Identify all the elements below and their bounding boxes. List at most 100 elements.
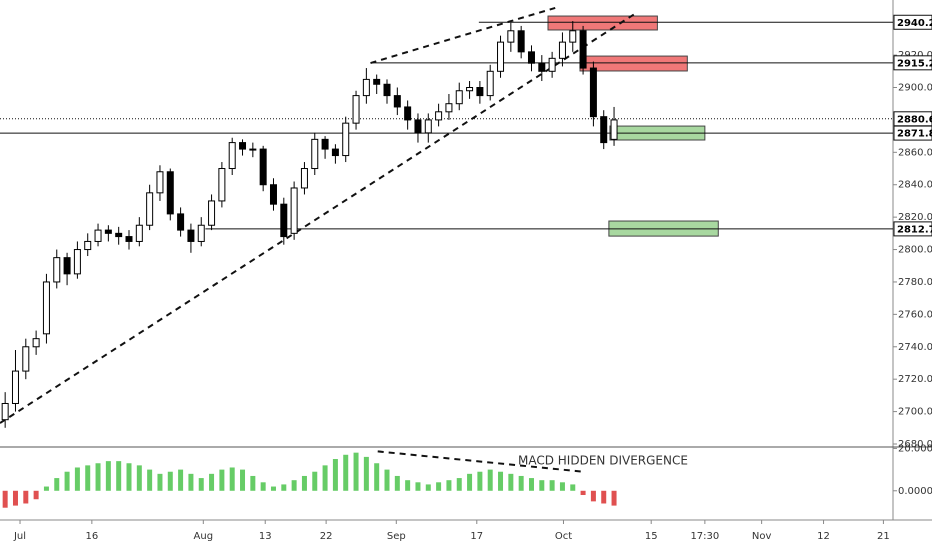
candle-body: [259, 148, 267, 186]
x-tick-label: Aug: [194, 531, 214, 542]
macd-bar: [281, 484, 287, 491]
macd-bar: [157, 473, 163, 491]
x-tick-label: Sep: [387, 531, 406, 542]
candle-body: [156, 171, 164, 194]
macd-bar: [384, 469, 390, 491]
x-tick-label: 13: [259, 531, 272, 542]
macd-bar: [54, 478, 60, 491]
macd-bar: [477, 471, 483, 491]
candle-body: [84, 240, 92, 251]
x-tick-label: 21: [877, 531, 890, 542]
trendline: [370, 6, 556, 64]
candle-body: [362, 78, 370, 97]
macd-bar: [85, 465, 91, 491]
candle-body: [146, 192, 154, 226]
candle-body: [404, 106, 412, 121]
macd-bar: [188, 473, 194, 491]
y-tick-label: 2900.00: [898, 83, 932, 94]
macd-bar: [136, 465, 142, 491]
macd-bar: [198, 478, 204, 491]
x-tick-label: 17: [470, 531, 483, 542]
candle-body: [53, 257, 61, 283]
macd-bar: [229, 467, 235, 491]
candle-body: [1, 402, 9, 421]
candle-body: [32, 338, 40, 348]
macd-bar: [425, 484, 431, 491]
macd-bar: [570, 484, 576, 491]
macd-bar: [116, 461, 122, 491]
x-tick-label: Jul: [13, 531, 26, 542]
y-tick-label: 2800.00: [898, 245, 932, 256]
candle-body: [342, 122, 350, 157]
candle-body: [527, 51, 535, 64]
y-tick-label: 2820.00: [898, 212, 932, 223]
macd-bar: [518, 475, 524, 491]
macd-bar: [498, 471, 504, 491]
candle-body: [208, 200, 216, 226]
macd-bar: [260, 482, 266, 491]
level-label: 2915.23: [897, 58, 932, 69]
macd-bar: [95, 463, 101, 491]
macd-bar: [394, 475, 400, 491]
macd-bar: [23, 490, 29, 504]
candle-body: [331, 148, 339, 157]
macd-bar: [74, 467, 80, 491]
macd-bar: [147, 469, 153, 491]
zone: [547, 15, 658, 31]
candle-body: [311, 138, 319, 170]
level-label: 2880.69: [897, 114, 932, 125]
macd-bar: [539, 480, 545, 491]
x-tick-label: Oct: [555, 531, 572, 542]
y-tick-label: 2680.00: [898, 439, 932, 450]
candle-body: [11, 370, 19, 404]
candle-body: [269, 184, 277, 205]
macd-bar: [301, 475, 307, 491]
candle-body: [393, 95, 401, 108]
macd-y-tick-label: 20.0000: [898, 443, 932, 454]
macd-bar: [270, 486, 276, 491]
macd-bar: [549, 480, 555, 491]
trendline: [0, 13, 636, 424]
candle-body: [94, 229, 102, 242]
macd-bar: [415, 482, 421, 491]
macd-bar: [219, 469, 225, 491]
macd-bar: [528, 478, 534, 491]
level-label: 2940.26: [897, 18, 932, 29]
level-label-box: [893, 125, 932, 141]
candle-body: [486, 70, 494, 97]
candle-body: [435, 111, 443, 121]
candle-body: [476, 87, 484, 97]
level-label-box: [893, 221, 932, 237]
candle-body: [63, 257, 71, 275]
candle-body: [280, 203, 288, 238]
candle-body: [249, 148, 257, 151]
level-label-box: [893, 14, 932, 30]
macd-bar: [250, 475, 256, 491]
x-tick-label: 22: [320, 531, 333, 542]
candle-body: [455, 90, 463, 105]
candle-body: [424, 119, 432, 134]
candle-body: [507, 30, 515, 43]
y-tick-label: 2720.00: [898, 374, 932, 385]
candle-body: [197, 224, 205, 242]
candle-body: [466, 87, 474, 92]
macd-bar: [611, 490, 617, 506]
candle-body: [579, 30, 587, 69]
y-tick-label: 2740.00: [898, 342, 932, 353]
candle-body: [104, 229, 112, 234]
y-tick-label: 2780.00: [898, 277, 932, 288]
macd-bar: [446, 480, 452, 491]
macd-bar: [291, 480, 297, 491]
macd-bar: [487, 469, 493, 491]
macd-bar: [167, 471, 173, 491]
macd-bar: [363, 456, 369, 491]
y-tick-label: 2700.00: [898, 407, 932, 418]
x-tick-label: 15: [645, 531, 658, 542]
x-tick-label: 16: [85, 531, 98, 542]
candle-body: [600, 116, 608, 144]
macd-bar: [467, 473, 473, 491]
macd-bar: [240, 469, 246, 491]
macd-bar: [353, 452, 359, 491]
